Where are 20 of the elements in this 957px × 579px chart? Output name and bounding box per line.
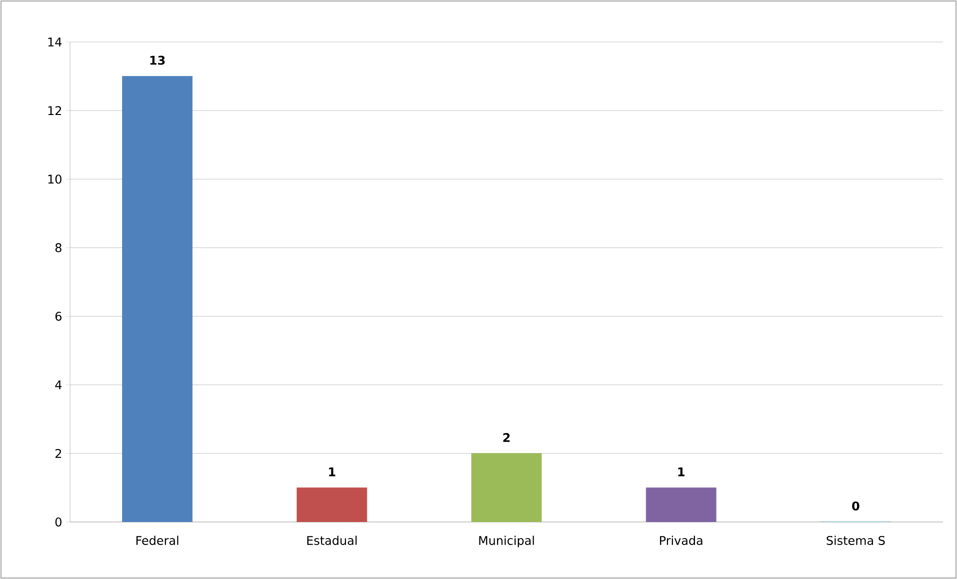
data-label: 13 (150, 56, 165, 65)
y-tick-label: 0 (55, 517, 62, 527)
y-tick-label: 8 (55, 243, 62, 252)
y-tick-label: 10 (48, 174, 62, 184)
data-label: 1 (329, 467, 336, 476)
x-tick-label: Federal (136, 536, 178, 545)
y-tick-label: 2 (56, 448, 62, 458)
bar (122, 76, 193, 522)
y-tick-label: 14 (48, 38, 62, 46)
data-label: 2 (503, 433, 510, 442)
x-tick-label: Estadual (307, 536, 357, 545)
data-label: 1 (678, 467, 684, 476)
bar (471, 453, 542, 522)
x-tick-label: Privada (660, 536, 702, 545)
x-tick-label: Sistema S (826, 536, 885, 545)
y-tick-label: 4 (55, 380, 62, 390)
y-tick-label: 12 (48, 106, 62, 115)
data-label: 0 (852, 501, 860, 510)
x-tick-label: Municipal (479, 536, 534, 548)
y-tick-label: 6 (55, 312, 62, 321)
